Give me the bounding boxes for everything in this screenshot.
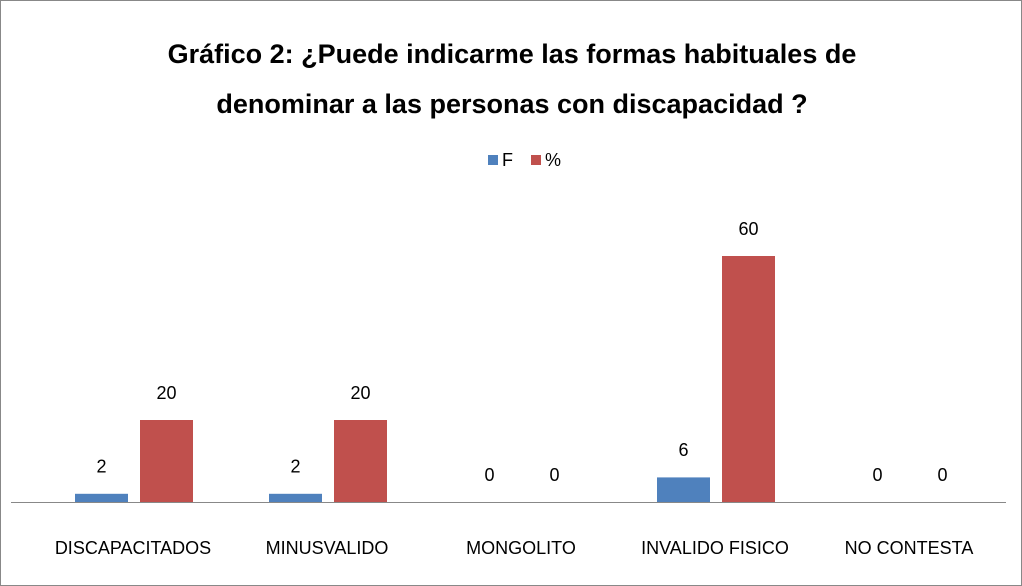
x-tick-label: DISCAPACITADOS: [55, 538, 211, 558]
data-label: 2: [96, 457, 106, 477]
x-tick-label: NO CONTESTA: [845, 538, 974, 558]
legend-label: F: [502, 150, 513, 170]
x-tick-label: MINUSVALIDO: [266, 538, 389, 558]
data-label: 20: [350, 383, 370, 403]
legend-label: %: [545, 150, 561, 170]
data-label: 6: [678, 440, 688, 460]
data-label: 0: [484, 465, 494, 485]
bar: [657, 477, 710, 502]
data-label: 20: [156, 383, 176, 403]
bar: [269, 493, 322, 502]
bar: [75, 493, 128, 502]
data-label: 0: [549, 465, 559, 485]
x-tick-label: MONGOLITO: [466, 538, 576, 558]
bar: [722, 256, 775, 502]
data-label: 0: [937, 465, 947, 485]
bar: [334, 420, 387, 502]
data-label: 2: [290, 457, 300, 477]
legend-swatch: [488, 155, 498, 165]
data-label: 60: [738, 219, 758, 239]
bar: [140, 420, 193, 502]
x-tick-label: INVALIDO FISICO: [641, 538, 789, 558]
data-label: 0: [872, 465, 882, 485]
legend-swatch: [531, 155, 541, 165]
chart-title: Gráfico 2: ¿Puede indicarme las formas h…: [167, 39, 857, 119]
